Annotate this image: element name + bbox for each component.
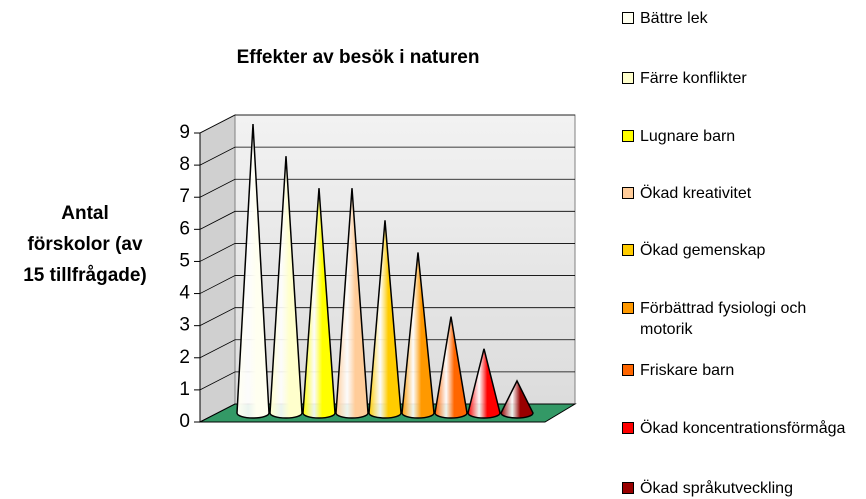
chart-title: Effekter av besök i naturen <box>237 47 480 68</box>
y-tick-label: 7 <box>179 186 190 207</box>
grid-line <box>199 275 575 294</box>
y-tick-label: 9 <box>179 122 190 143</box>
legend-item: Ökad koncentrationsförmåga <box>622 418 862 439</box>
legend-item: Ökad kreativitet <box>622 183 862 204</box>
y-tick-label: 1 <box>179 379 190 400</box>
grid-line <box>199 146 575 166</box>
legend-label: Förbättrad fysiologi och motorik <box>640 300 807 338</box>
legend-label: Ökad kreativitet <box>640 185 752 202</box>
grid-line <box>199 371 575 391</box>
legend-item: Ökad gemenskap <box>622 240 862 261</box>
legend-label: Ökad gemenskap <box>640 242 766 259</box>
legend-item: Bättre lek <box>622 8 862 29</box>
legend-label: Bättre lek <box>640 10 708 27</box>
legend-swatch <box>622 482 634 494</box>
cone <box>401 252 435 419</box>
cone <box>302 188 336 419</box>
legend-item: Färre konflikter <box>622 68 862 89</box>
legend-label: Lugnare barn <box>640 128 736 145</box>
y-tick-label: 2 <box>179 347 190 368</box>
legend-label: Färre konflikter <box>640 70 747 87</box>
legend-item: Ökad språkutveckling <box>622 478 862 499</box>
legend-swatch <box>622 244 634 256</box>
y-tick-label: 5 <box>179 250 190 271</box>
y-axis-label: Antal förskolor (av 15 tillfrågade) <box>23 203 147 286</box>
grid-line <box>199 307 575 327</box>
legend-swatch <box>622 422 634 434</box>
legend-swatch <box>622 12 634 24</box>
y-tick-label: 4 <box>179 283 190 304</box>
legend-swatch <box>622 187 634 199</box>
y-tick-label: 3 <box>179 315 190 336</box>
cone <box>500 379 534 419</box>
cone <box>368 220 402 419</box>
side-wall <box>199 114 236 423</box>
legend-item: Förbättrad fysiologi och motorik <box>622 298 862 340</box>
cone <box>467 348 501 419</box>
grid-line <box>199 210 575 230</box>
y-tick-label: 0 <box>179 411 190 432</box>
cone <box>434 316 468 419</box>
legend-label: Ökad språkutveckling <box>640 480 793 497</box>
cone <box>236 123 270 419</box>
grid-line <box>199 178 575 198</box>
cone <box>335 188 369 419</box>
legend-swatch <box>622 364 634 376</box>
legend-item: Lugnare barn <box>622 126 862 147</box>
legend-swatch <box>622 72 634 84</box>
grid-line <box>199 243 575 262</box>
grid-line <box>199 114 575 134</box>
legend-swatch <box>622 302 634 314</box>
y-tick-label: 8 <box>179 154 190 175</box>
legend-swatch <box>622 130 634 142</box>
cone <box>269 156 303 419</box>
legend-label: Ökad koncentrationsförmåga <box>640 420 846 437</box>
grid-line <box>199 339 575 359</box>
legend-item: Friskare barn <box>622 360 862 381</box>
y-tick-label: 6 <box>179 218 190 239</box>
legend-label: Friskare barn <box>640 362 735 379</box>
